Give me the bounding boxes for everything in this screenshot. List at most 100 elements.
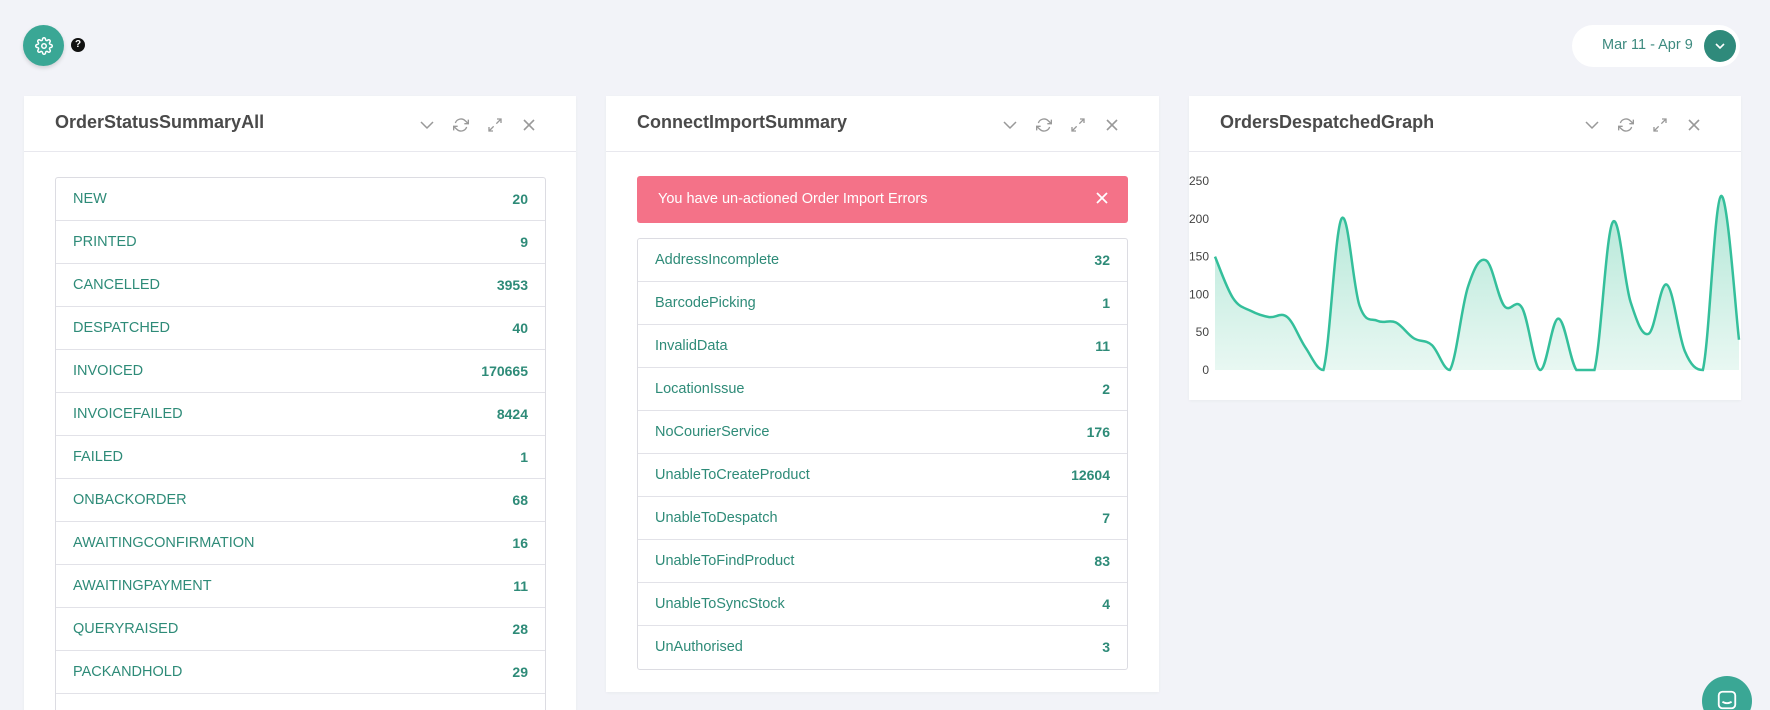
panel-header: ConnectImportSummary [606, 96, 1159, 152]
row-label[interactable]: DESPATCHED [73, 320, 170, 336]
row-value: 29 [512, 664, 528, 680]
list-item[interactable]: LocationIssue 2 [638, 368, 1127, 411]
list-item[interactable]: DESPATCHED 40 [56, 307, 545, 350]
list-item[interactable]: INVOICED 170665 [56, 350, 545, 393]
list-item[interactable]: AWAITINGPAYMENT 11 [56, 565, 545, 608]
series-line [1213, 194, 1741, 372]
row-label[interactable]: NEW [73, 191, 107, 207]
orders-despatched-panel: OrdersDespatchedGraph 0 50 100 150 200 250 [1189, 96, 1741, 400]
row-value: 3 [1102, 639, 1110, 655]
row-value: 8424 [496, 406, 528, 422]
panel-header: OrdersDespatchedGraph [1189, 96, 1741, 152]
list-item[interactable]: NEW 20 [56, 178, 545, 221]
chevron-down-icon [1003, 121, 1017, 130]
row-value: 28 [512, 621, 528, 637]
refresh-button[interactable] [1033, 114, 1055, 136]
row-label[interactable]: InvalidData [655, 338, 728, 354]
row-value: 4 [1102, 596, 1110, 612]
row-value: 20 [512, 191, 528, 207]
row-label[interactable]: LocationIssue [655, 381, 745, 397]
row-value: 1 [520, 449, 528, 465]
row-label[interactable]: UnAuthorised [655, 639, 743, 655]
expand-icon [1653, 118, 1667, 132]
y-tick-label: 200 [1189, 212, 1209, 226]
close-button[interactable] [1101, 114, 1123, 136]
y-tick-label: 50 [1196, 325, 1210, 339]
list-item[interactable]: UnableToSyncStock 4 [638, 583, 1127, 626]
row-value: 68 [512, 492, 528, 508]
y-tick-label: 150 [1189, 250, 1209, 264]
alert-message: You have un-actioned Order Import Errors [658, 191, 928, 207]
row-value: 1 [1102, 295, 1110, 311]
row-value: 16 [512, 535, 528, 551]
row-label[interactable]: ONBACKORDER [73, 492, 187, 508]
close-button[interactable] [1683, 114, 1705, 136]
list-item[interactable]: PACKANDHOLD 29 [56, 651, 545, 694]
refresh-button[interactable] [1615, 114, 1637, 136]
list-item[interactable]: UnableToFindProduct 83 [638, 540, 1127, 583]
list-item[interactable]: AWAITINGCONFIRMATION 16 [56, 522, 545, 565]
row-label[interactable]: UnableToFindProduct [655, 553, 795, 569]
row-label[interactable]: AWAITINGPAYMENT [73, 578, 212, 594]
row-label[interactable]: NoCourierService [655, 424, 770, 440]
row-label[interactable]: AWAITINGCONFIRMATION [73, 535, 255, 551]
list-item[interactable]: ONBACKORDER 68 [56, 479, 545, 522]
close-icon[interactable] [1094, 190, 1110, 206]
refresh-icon [1036, 118, 1052, 132]
row-label[interactable]: BarcodePicking [655, 295, 756, 311]
collapse-button[interactable] [999, 114, 1021, 136]
order-status-list: NEW 20 PRINTED 9 CANCELLED 3953 DESPATCHED 4… [55, 177, 546, 710]
chevron-down-icon [1715, 43, 1725, 50]
list-item[interactable]: BarcodePicking 1 [638, 282, 1127, 325]
list-item[interactable]: UnAuthorised 3 [638, 626, 1127, 669]
list-item[interactable]: UnableToCreateProduct 12604 [638, 454, 1127, 497]
refresh-button[interactable] [450, 114, 472, 136]
row-label[interactable]: INVOICEFAILED [73, 406, 183, 422]
date-range-picker[interactable]: Mar 11 - Apr 9 [1572, 25, 1740, 67]
list-item[interactable]: UnableToDespatch 7 [638, 497, 1127, 540]
panel-header: OrderStatusSummaryAll [24, 96, 576, 152]
list-item[interactable]: INVOICEFAILED 8424 [56, 393, 545, 436]
list-item[interactable]: FAILED 1 [56, 436, 545, 479]
list-item[interactable]: PRINTED 9 [56, 221, 545, 264]
list-item[interactable]: AddressIncomplete 32 [638, 239, 1127, 282]
date-range-label: Mar 11 - Apr 9 [1602, 37, 1693, 53]
row-label[interactable]: CANCELLED [73, 277, 161, 293]
help-icon[interactable]: ? [71, 38, 85, 52]
expand-button[interactable] [484, 114, 506, 136]
row-value: 32 [1094, 252, 1110, 268]
panel-tools [1581, 114, 1705, 136]
expand-button[interactable] [1649, 114, 1671, 136]
row-label[interactable]: UnableToSyncStock [655, 596, 785, 612]
row-label[interactable]: UnableToDespatch [655, 510, 778, 526]
close-icon [1106, 119, 1118, 131]
expand-button[interactable] [1067, 114, 1089, 136]
row-value: 11 [513, 578, 528, 594]
date-range-toggle[interactable] [1704, 30, 1736, 62]
chat-button[interactable] [1702, 676, 1752, 710]
close-button[interactable] [518, 114, 540, 136]
settings-button[interactable] [23, 25, 64, 66]
panel-title: OrdersDespatchedGraph [1220, 112, 1435, 132]
row-value: 9 [520, 234, 528, 250]
collapse-button[interactable] [416, 114, 438, 136]
chat-icon [1717, 690, 1737, 710]
row-value: 7 [1102, 510, 1110, 526]
row-label[interactable]: AddressIncomplete [655, 252, 780, 268]
row-value: 176 [1086, 424, 1110, 440]
panel-title: ConnectImportSummary [637, 112, 848, 132]
list-item[interactable]: QUERYRAISED 28 [56, 608, 545, 651]
row-label[interactable]: QUERYRAISED [73, 621, 179, 637]
row-label[interactable]: INVOICED [73, 363, 144, 379]
row-value: 11 [1095, 338, 1110, 354]
row-label[interactable]: UnableToCreateProduct [655, 467, 810, 483]
row-label[interactable]: FAILED [73, 449, 123, 465]
row-label[interactable]: PRINTED [73, 234, 137, 250]
connect-import-panel: ConnectImportSummary You have un-actione… [606, 96, 1159, 692]
row-label[interactable]: PACKANDHOLD [73, 664, 183, 680]
list-item[interactable]: InvalidData 11 [638, 325, 1127, 368]
list-item[interactable]: CANCELLED 3953 [56, 264, 545, 307]
collapse-button[interactable] [1581, 114, 1603, 136]
row-value: 3953 [496, 277, 528, 293]
list-item[interactable]: NoCourierService 176 [638, 411, 1127, 454]
